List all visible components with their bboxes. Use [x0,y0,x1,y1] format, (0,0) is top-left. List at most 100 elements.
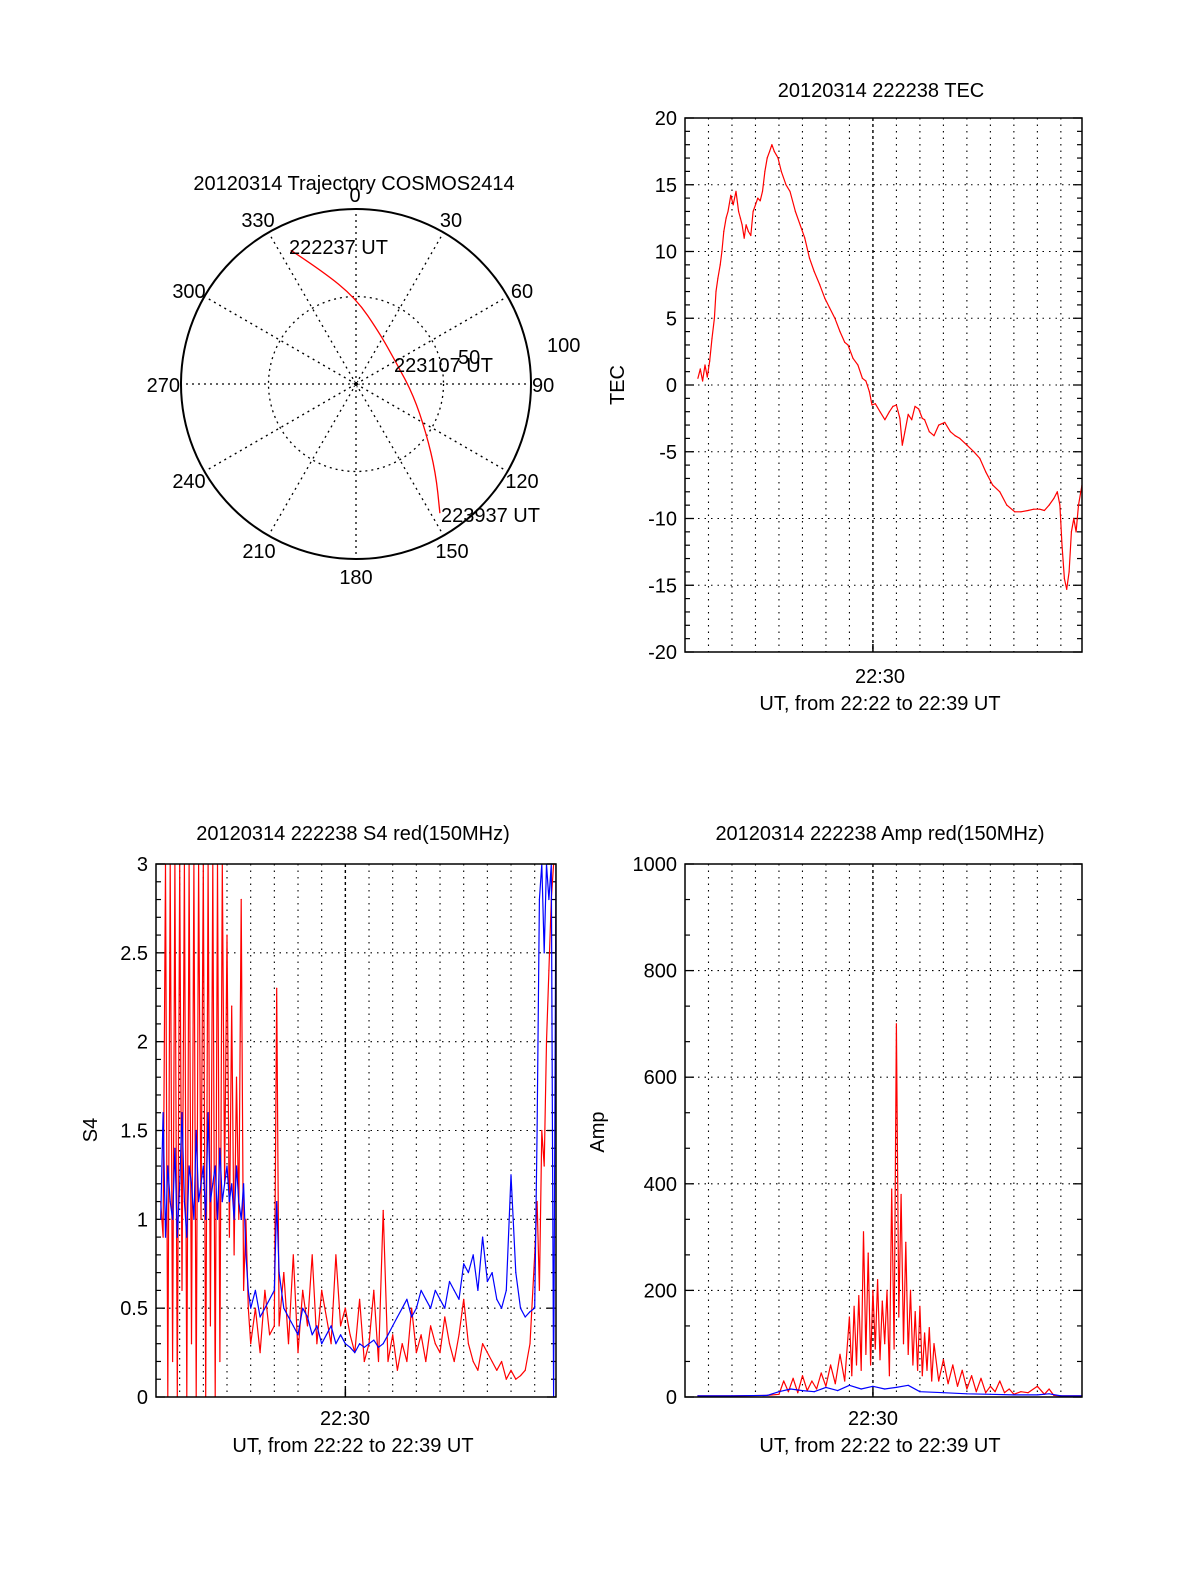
data-point [872,1385,874,1387]
data-point [534,1307,536,1309]
polar-spoke-300 [204,295,357,385]
data-point [259,1352,261,1354]
data-point [406,1360,408,1363]
y-tick-label: 2.5 [120,943,148,965]
data-point [1053,497,1055,500]
data-point [917,1369,919,1371]
polar-angle-label-60: 60 [511,281,533,303]
data-point [1048,1388,1050,1390]
data-point [844,341,846,343]
y-tick-label: 0 [666,375,677,397]
data-point [1061,544,1063,546]
data-point [448,1280,451,1283]
polar-angle-label-0: 0 [349,185,360,207]
data-point [373,1289,375,1291]
data-point [820,1372,822,1374]
data-point [325,1334,327,1336]
data-point [980,1377,982,1379]
data-point [884,419,886,421]
data-point [851,1375,853,1377]
data-point [406,1298,408,1300]
data-point [472,1360,474,1363]
data-point [311,1254,313,1256]
data-point [545,1041,548,1043]
data-point [269,1298,271,1300]
polar-spoke-240 [204,383,357,473]
y-tick-label: 10 [655,242,677,264]
s4-y-axis-label: S4 [80,1118,102,1142]
data-point [207,1112,209,1114]
data-point [302,1289,304,1291]
polar-angle-label-270: 270 [147,375,180,397]
data-point [276,1201,278,1203]
data-point [486,1280,488,1283]
data-point [515,1378,517,1380]
data-point [905,1241,907,1243]
tec-x-tick-label: 22:30 [855,666,905,688]
data-point [747,230,750,233]
y-tick-label: -15 [648,575,677,597]
data-point [181,1112,183,1114]
data-point [1048,504,1050,506]
data-point [430,1325,432,1327]
data-point [349,1346,351,1348]
data-point [879,1359,881,1361]
data-point [824,297,826,299]
data-point [804,237,806,239]
data-point [711,337,713,339]
data-point [1033,508,1035,510]
data-point [699,368,701,370]
data-point [287,1343,290,1345]
data-point [741,224,743,226]
data-point [994,1391,996,1393]
data-point [538,1289,541,1291]
data-point [780,170,782,172]
tec-title: 20120314 222238 TEC [778,80,984,102]
data-point [928,1327,930,1329]
data-point [467,1343,469,1345]
data-point [933,435,935,437]
amp-y-axis-label: Amp [587,1111,609,1152]
data-point [752,210,754,213]
polar-angle-label-210: 210 [242,541,275,563]
amp-plot-frame [684,863,1083,1398]
data-point [195,1129,197,1132]
data-point [363,1360,365,1363]
data-point [907,413,909,415]
data-point [536,1129,538,1132]
data-point [519,1375,522,1377]
data-point [853,1305,855,1307]
data-point [453,1289,455,1291]
data-point [813,270,815,273]
data-point [860,1388,862,1390]
data-point [847,344,849,346]
tec-series [697,144,1082,590]
data-point [200,1218,202,1220]
data-point [287,1316,290,1318]
data-point [458,1298,460,1300]
y-tick-label: 0 [137,1387,148,1409]
data-point [877,1279,879,1281]
polar-series [290,249,441,514]
amp-x-axis-label: UT, from 22:22 to 22:39 UT [759,1435,1000,1457]
data-point [264,1307,266,1309]
data-point [1059,504,1061,506]
polar-outer-circle [180,208,532,560]
data-point [855,1364,858,1366]
data-point [472,1254,474,1256]
data-point [306,1325,309,1327]
data-point [1036,1385,1038,1387]
data-point [764,170,766,172]
data-point [292,1254,294,1256]
data-point [888,411,891,413]
data-point [1048,1393,1050,1395]
data-point [226,1165,228,1167]
data-point [510,1174,512,1176]
polar-angle-label-240: 240 [172,471,205,493]
data-point [819,284,821,286]
data-point [501,1307,503,1309]
data-point [759,200,761,202]
data-point [926,1369,928,1371]
data-point [952,1364,954,1366]
y-tick-label: 20 [655,108,677,130]
